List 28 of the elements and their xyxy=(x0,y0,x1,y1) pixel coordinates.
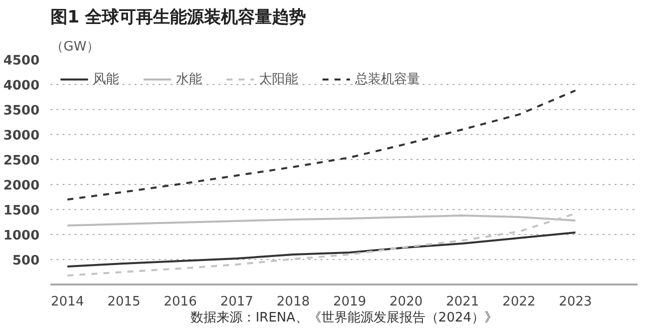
x-tick-label: 2023 xyxy=(558,294,592,310)
y-tick-label: 3500 xyxy=(3,104,40,118)
chart-title: 图1 全球可再生能源装机容量趋势 xyxy=(50,8,306,28)
y-tick-label: 1000 xyxy=(3,228,40,244)
x-tick-label: 2019 xyxy=(333,294,366,310)
x-tick-label: 2018 xyxy=(276,294,310,310)
y-tick-label: 1500 xyxy=(3,204,40,218)
y-axis-title: （GW） xyxy=(50,40,100,54)
y-tick-label: 2500 xyxy=(3,154,40,168)
y-tick-label: 3000 xyxy=(3,128,40,144)
source-note: 数据来源：IRENA、《世界能源发展报告（2024）》 xyxy=(190,310,498,326)
line-series xyxy=(66,232,576,268)
x-tick-label: 2020 xyxy=(390,294,423,310)
x-tick-label: 2016 xyxy=(164,294,197,310)
x-tick-label: 2015 xyxy=(107,294,140,310)
legend-label: 太阳能 xyxy=(259,71,298,88)
legend-label: 水能 xyxy=(176,71,202,88)
x-tick-label: 2022 xyxy=(502,294,536,310)
y-tick-label: 2000 xyxy=(3,178,40,194)
x-tick-label: 2021 xyxy=(446,294,480,310)
x-tick-label: 2014 xyxy=(50,294,84,310)
x-tick-label: 2017 xyxy=(220,294,254,310)
y-tick-label: 4500 xyxy=(3,54,40,68)
y-tick-label: 4000 xyxy=(3,78,40,94)
y-tick-label: 500 xyxy=(12,254,40,268)
legend-label: 总装机容量 xyxy=(355,71,420,88)
legend-label: 风能 xyxy=(93,71,119,88)
line-series xyxy=(66,90,576,200)
